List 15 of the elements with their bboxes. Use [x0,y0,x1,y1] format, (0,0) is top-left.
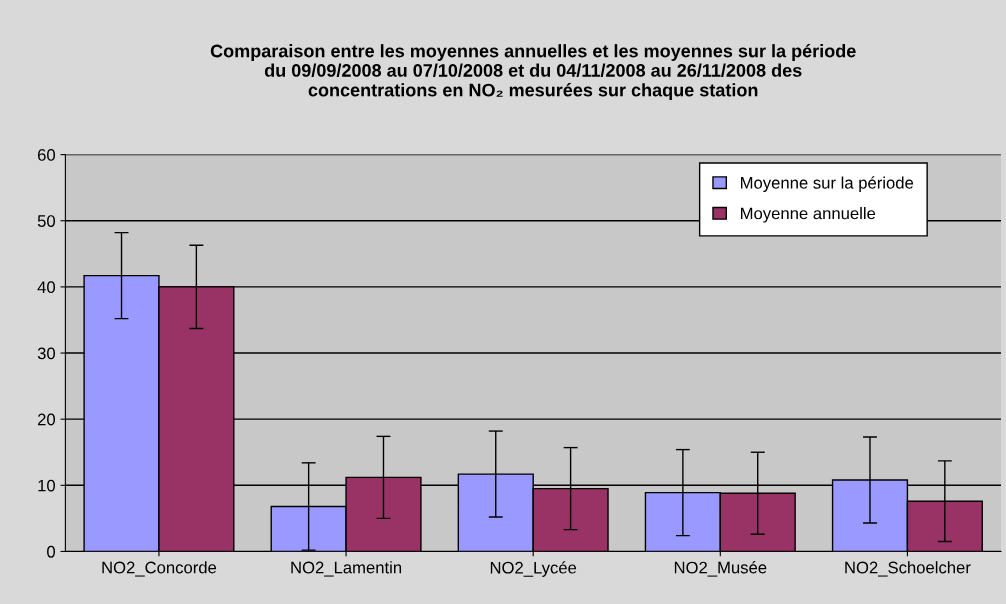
y-tick-label: 0 [47,545,56,558]
x-tick-label: NO2_Schoelcher [845,561,971,577]
y-tick-label: 60 [37,149,56,161]
legend-label: Moyenne sur la période [741,176,914,193]
y-tick-label: 20 [37,413,56,426]
x-tick-label: NO2_Concorde [102,561,217,577]
x-tick-label: NO2_Lycée [490,561,577,577]
legend-label: Moyenne annuelle [741,207,876,223]
x-tick-label: NO2_Lamentin [291,561,402,577]
y-tick-label: 10 [38,479,56,492]
chart-title: Comparaison entre les moyennes annuelles et les moyennes sur la période du 09/09/2008 au 07/10/2008 et du 04/11/2008 au 26/11/2008 des concentrations en NO₂ mesurées sur chaque station [210,43,856,101]
y-tick-label: 50 [37,215,56,227]
y-tick-label: 40 [37,281,56,294]
x-tick-label: NO2_Musée [674,561,767,577]
y-tick-label: 30 [37,347,56,360]
